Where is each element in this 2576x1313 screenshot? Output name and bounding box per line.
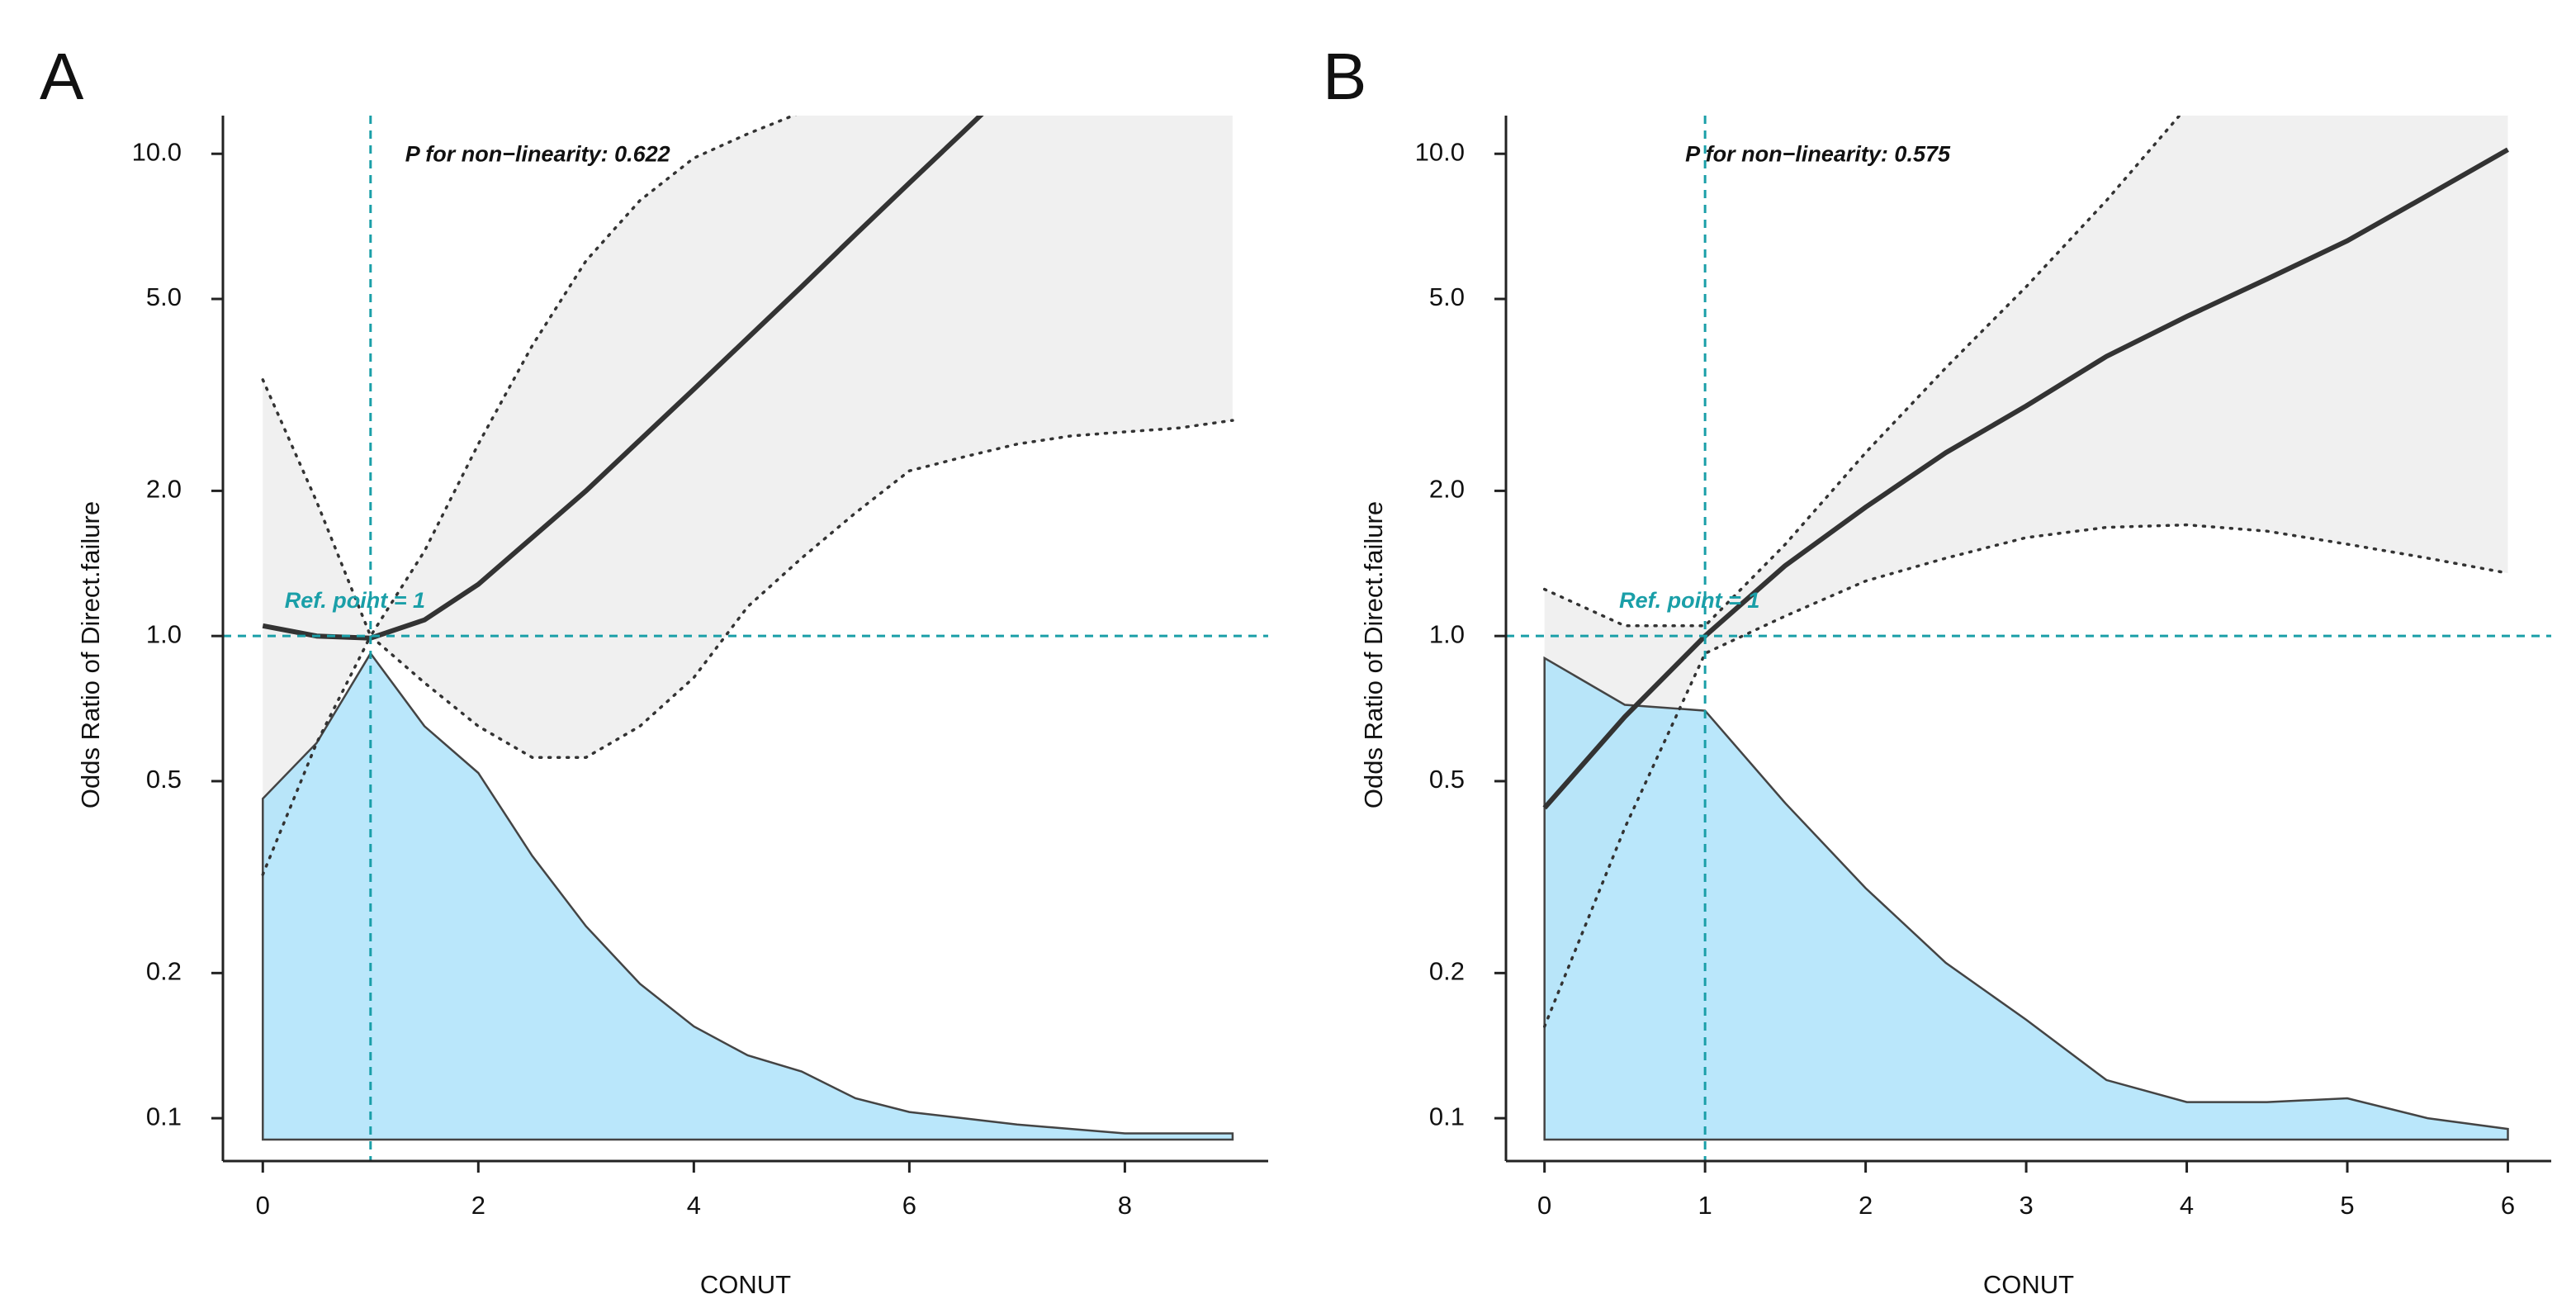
ref-label: Ref. point = 1 — [285, 588, 425, 613]
annotation: P for non−linearity: 0.622 — [405, 141, 670, 166]
panel: 0.1 0.2 0.5 1.0 2.0 5.0 10.0 0 2 4 6 8 CONUT Odds Rat… — [40, 40, 1268, 1299]
ref-label: Ref. point = 1 — [1619, 588, 1759, 613]
x-tick-label: 0 — [1537, 1191, 1551, 1220]
x-axis-label: CONUT — [1983, 1270, 2074, 1299]
y-tick-label: 1.0 — [1429, 619, 1465, 648]
y-axis-label: Odds Ratio of Direct.failure — [1359, 501, 1388, 808]
y-tick-label: 2.0 — [146, 475, 182, 504]
x-tick-label: 8 — [1118, 1191, 1132, 1220]
y-tick-label: 1.0 — [146, 619, 182, 648]
x-tick-label: 2 — [1859, 1191, 1873, 1220]
x-tick-label: 3 — [2019, 1191, 2033, 1220]
x-tick-label: 5 — [2340, 1191, 2354, 1220]
y-tick-label: 0.5 — [1429, 765, 1465, 794]
ci-band — [1544, 116, 2508, 1026]
ci-lower — [1542, 523, 2510, 1028]
spline-line — [262, 116, 984, 641]
panel-label: A — [40, 40, 84, 113]
plot-area — [261, 116, 1234, 1141]
plot-area — [1542, 116, 2510, 1141]
ci-lower — [261, 419, 1234, 876]
x-tick-label: 6 — [902, 1191, 916, 1220]
y-tick-label: 5.0 — [146, 282, 182, 311]
y-axis-label: Odds Ratio of Direct.failure — [76, 501, 105, 808]
y-tick-label: 2.0 — [1429, 475, 1465, 504]
annotation: P for non−linearity: 0.575 — [1685, 141, 1951, 166]
y-tick-label: 0.5 — [146, 765, 182, 794]
y-tick-label: 0.1 — [146, 1102, 182, 1131]
ci-upper — [261, 116, 798, 640]
ci-upper — [1542, 116, 2181, 628]
x-tick-label: 4 — [2180, 1191, 2194, 1220]
x-tick-label: 4 — [687, 1191, 701, 1220]
x-axis-label: CONUT — [700, 1270, 791, 1299]
x-tick-label: 0 — [256, 1191, 270, 1220]
density — [1543, 656, 2509, 1141]
x-tick-label: 6 — [2501, 1191, 2515, 1220]
y-tick-label: 0.2 — [1429, 957, 1465, 986]
x-tick-label: 1 — [1698, 1191, 1712, 1220]
panel: 0.1 0.2 0.5 1.0 2.0 5.0 10.0 0 1 2 3 4 5 6 CONUT Odds R… — [1323, 40, 2551, 1299]
y-tick-label: 10.0 — [132, 137, 182, 166]
x-tick-label: 2 — [471, 1191, 485, 1220]
panel-label: B — [1323, 40, 1366, 113]
ci-band — [263, 116, 1233, 875]
density — [262, 652, 1234, 1141]
y-tick-label: 5.0 — [1429, 282, 1465, 311]
y-tick-label: 0.1 — [1429, 1102, 1465, 1131]
y-tick-label: 0.2 — [146, 957, 182, 986]
y-tick-label: 10.0 — [1415, 137, 1465, 166]
